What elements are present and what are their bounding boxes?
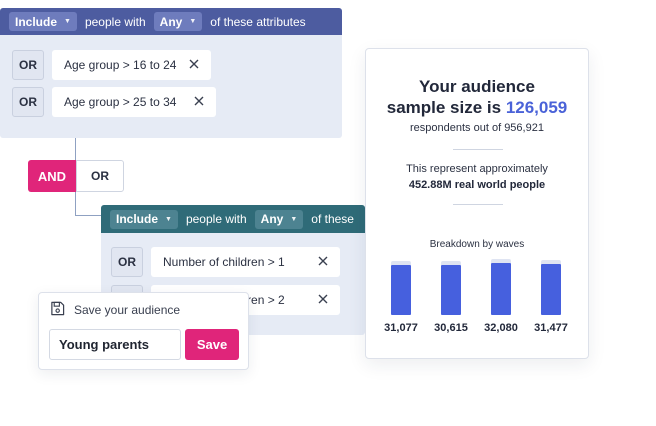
breakdown-label: Breakdown by waves bbox=[429, 239, 525, 250]
wave-bar bbox=[541, 263, 561, 315]
title-line-1: Your audience bbox=[419, 77, 535, 96]
condition-label: Age group > 16 to 24 bbox=[64, 58, 177, 72]
match-dropdown[interactable]: Any ▼ bbox=[254, 209, 304, 229]
audience-summary-card: Your audience sample size is 126,059 res… bbox=[365, 48, 589, 359]
save-audience-title: Save your audience bbox=[74, 303, 181, 317]
divider bbox=[453, 149, 503, 150]
close-icon[interactable] bbox=[317, 293, 329, 305]
wave-value-label: 30,615 bbox=[434, 322, 468, 334]
or-operator-chip[interactable]: OR bbox=[12, 50, 44, 80]
wave-bar-column: 31,077 bbox=[376, 259, 426, 349]
wave-value-label: 32,080 bbox=[484, 322, 518, 334]
condition-chip: Age group > 16 to 24 bbox=[52, 50, 211, 80]
close-icon[interactable] bbox=[317, 255, 329, 267]
save-audience-card: Save your audience Save bbox=[38, 292, 249, 370]
condition-label: Number of children > 1 bbox=[163, 255, 285, 269]
wave-bar bbox=[491, 263, 511, 315]
wave-bar-column: 30,615 bbox=[426, 259, 476, 349]
real-world-people-text: 452.88M real world people bbox=[408, 179, 546, 191]
wave-bar bbox=[441, 265, 461, 315]
include-dropdown[interactable]: Include ▼ bbox=[110, 209, 178, 229]
wave-bar-column: 31,477 bbox=[526, 259, 576, 349]
sample-size-value: 126,059 bbox=[505, 98, 568, 117]
wave-bar-cap bbox=[391, 260, 411, 265]
waves-bar-chart: 31,077 30,615 32,080 31,477 bbox=[366, 259, 590, 349]
include-label: Include bbox=[116, 212, 159, 226]
or-operator-chip[interactable]: OR bbox=[111, 247, 143, 277]
title-line-2-text: sample size is bbox=[386, 98, 502, 117]
condition-chip: Age group > 25 to 34 bbox=[52, 87, 216, 117]
wave-bar-track bbox=[441, 259, 461, 315]
audience-title: Your audience sample size is 126,059 bbox=[366, 76, 588, 118]
condition-label: Age group > 25 to 34 bbox=[64, 95, 177, 109]
group-2-header: Include ▼ people with Any ▼ of these bbox=[101, 205, 365, 233]
close-icon[interactable] bbox=[193, 95, 205, 107]
close-icon[interactable] bbox=[188, 58, 200, 70]
title-line-2: sample size is 126,059 bbox=[366, 97, 588, 118]
wave-bar-cap bbox=[441, 261, 461, 266]
floppy-disk-icon bbox=[51, 301, 65, 316]
wave-bar-track bbox=[541, 259, 561, 315]
match-label: Any bbox=[260, 212, 284, 226]
or-operator-chip[interactable]: OR bbox=[12, 87, 44, 117]
of-these-text: of these bbox=[311, 212, 354, 226]
save-button[interactable]: Save bbox=[185, 329, 239, 360]
divider bbox=[453, 204, 503, 205]
audience-name-input[interactable] bbox=[49, 329, 181, 360]
match-dropdown[interactable]: Any ▼ bbox=[153, 12, 203, 31]
and-toggle-button[interactable]: AND bbox=[28, 160, 76, 192]
wave-bar-column: 32,080 bbox=[476, 259, 526, 349]
people-with-text: people with bbox=[185, 212, 247, 226]
wave-bar-cap bbox=[491, 259, 511, 263]
approximately-text: This represent approximately bbox=[406, 163, 548, 175]
chevron-down-icon: ▼ bbox=[189, 18, 197, 25]
include-label: Include bbox=[15, 14, 58, 29]
chevron-down-icon: ▼ bbox=[165, 215, 172, 223]
attribute-group-2: Include ▼ people with Any ▼ of these OR … bbox=[101, 205, 365, 335]
wave-bar-cap bbox=[541, 259, 561, 264]
include-dropdown[interactable]: Include ▼ bbox=[9, 12, 77, 31]
condition-chip: Number of children > 1 bbox=[151, 247, 340, 277]
chevron-down-icon: ▼ bbox=[64, 18, 71, 25]
attribute-group-1: Include ▼ people with Any ▼ of these att… bbox=[0, 8, 342, 138]
wave-value-label: 31,077 bbox=[384, 322, 418, 334]
wave-bar-track bbox=[391, 259, 411, 315]
or-toggle-button[interactable]: OR bbox=[76, 160, 124, 192]
of-these-attributes-text: of these attributes bbox=[210, 14, 306, 29]
wave-value-label: 31,477 bbox=[534, 322, 568, 334]
wave-bar-track bbox=[491, 259, 511, 315]
respondents-text: respondents out of 956,921 bbox=[410, 122, 544, 134]
people-with-text: people with bbox=[84, 14, 146, 29]
group-1-header: Include ▼ people with Any ▼ of these att… bbox=[0, 8, 342, 35]
match-label: Any bbox=[159, 14, 183, 29]
chevron-down-icon: ▼ bbox=[290, 215, 298, 223]
wave-bar bbox=[391, 264, 411, 315]
